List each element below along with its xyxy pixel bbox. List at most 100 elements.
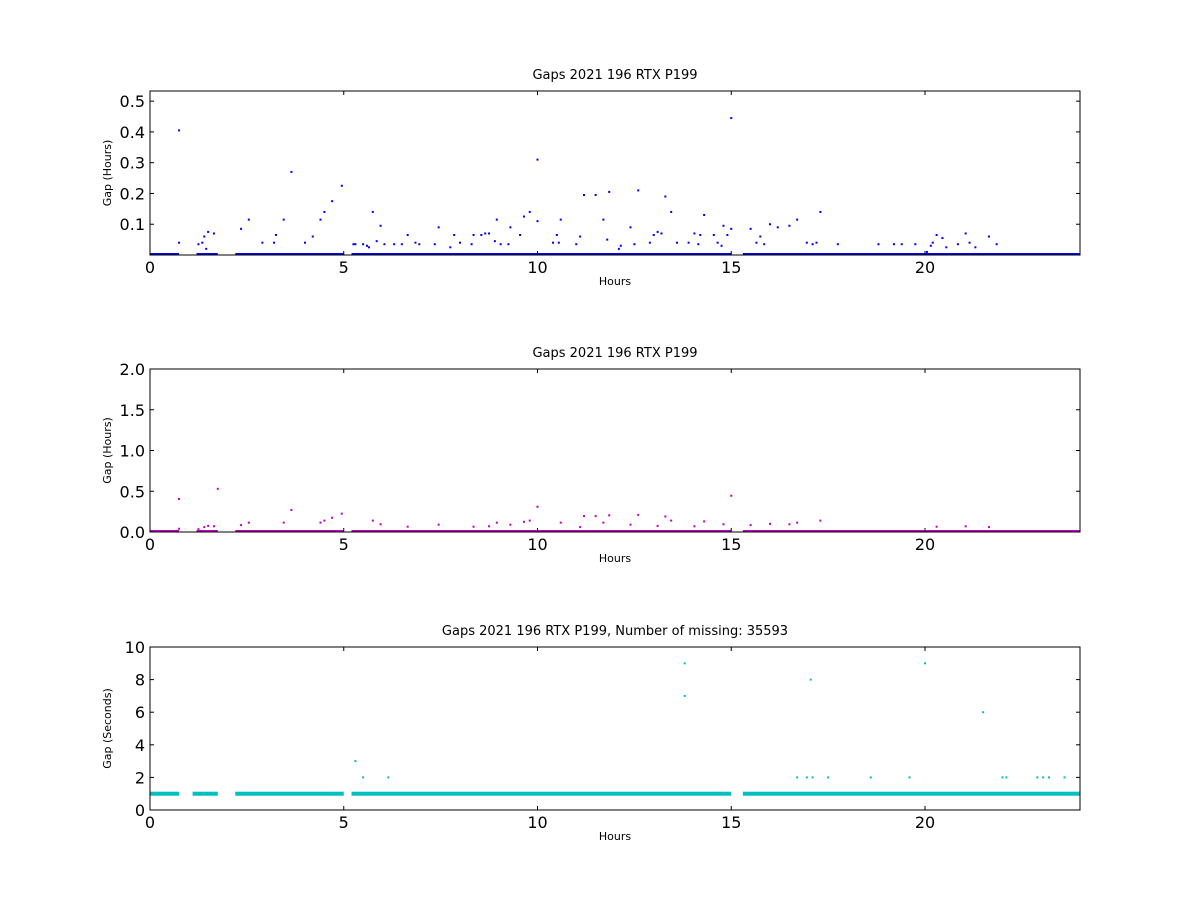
data-point (660, 232, 663, 235)
data-point (472, 525, 475, 528)
data-point (375, 240, 378, 243)
data-point (178, 527, 181, 530)
data-point (536, 220, 539, 223)
data-point (453, 234, 456, 236)
y-tick-label: 2 (135, 768, 145, 787)
data-point (925, 250, 928, 253)
data-point (670, 519, 673, 522)
data-point (703, 520, 706, 523)
data-point (956, 243, 959, 246)
data-point (1063, 776, 1066, 779)
data-point (720, 244, 723, 247)
data-point (836, 243, 839, 246)
data-point (433, 243, 436, 246)
data-point (987, 526, 990, 529)
data-point (495, 521, 498, 524)
data-point (608, 514, 611, 517)
data-point (522, 215, 525, 218)
data-point (664, 515, 667, 518)
data-point (528, 210, 531, 213)
x-tick-label: 10 (527, 535, 547, 554)
data-point (379, 523, 382, 526)
data-point (331, 200, 334, 203)
y-tick-label: 0.3 (120, 154, 145, 173)
data-point (964, 525, 967, 528)
baseline-band-segment (235, 791, 344, 796)
data-point (805, 241, 808, 244)
data-point (509, 226, 512, 229)
data-point (528, 519, 531, 522)
data-point (579, 235, 582, 238)
data-point (387, 776, 390, 779)
data-point (749, 524, 752, 527)
data-point (207, 230, 210, 233)
y-tick-label: 10 (125, 638, 145, 657)
data-points (150, 662, 1080, 796)
baseline-band-segment (351, 253, 732, 255)
data-point (240, 227, 243, 230)
data-point (201, 241, 204, 244)
data-point (484, 232, 487, 235)
data-point (815, 241, 818, 244)
data-point (371, 210, 374, 213)
x-tick-label: 0 (145, 258, 155, 277)
data-point (796, 776, 799, 779)
baseline-band-segment (235, 530, 344, 532)
data-point (449, 246, 452, 249)
data-point (1048, 776, 1050, 779)
data-point (480, 234, 483, 236)
data-point (974, 246, 977, 249)
data-point (557, 241, 560, 244)
x-tick-label: 5 (339, 813, 349, 832)
data-point (805, 776, 808, 779)
x-axis-label: Hours (599, 552, 631, 565)
data-point (488, 525, 491, 528)
data-point (488, 232, 491, 235)
x-tick-label: 15 (721, 535, 741, 554)
data-point (693, 232, 696, 235)
data-point (367, 246, 370, 249)
data-point (670, 210, 673, 213)
data-point (247, 521, 250, 524)
data-point (383, 243, 386, 246)
data-point (290, 170, 293, 173)
data-point (629, 523, 632, 526)
data-point (929, 244, 932, 247)
y-axis-label: Gap (Hours) (101, 140, 114, 207)
data-point (178, 497, 181, 500)
data-point (730, 227, 733, 230)
data-point (656, 230, 659, 233)
data-point (796, 521, 799, 524)
data-point (282, 218, 285, 221)
data-point (893, 243, 895, 246)
chart-panel-1: 0 5 10 15 20 0.1 0.2 0.3 0.4 0.5 Gaps 2021 196 RTX… (101, 68, 1081, 288)
data-point (493, 240, 496, 243)
x-tick-label: 20 (915, 813, 935, 832)
data-point (608, 190, 611, 193)
chart-title: Gaps 2021 196 RTX P199 (532, 68, 697, 83)
data-point (552, 241, 554, 244)
data-point (687, 241, 690, 244)
y-axis-label: Gap (Hours) (101, 417, 114, 484)
x-tick-label: 5 (339, 258, 349, 277)
data-point (1005, 776, 1008, 779)
data-point (197, 528, 200, 531)
data-point (716, 241, 719, 244)
y-tick-label: 8 (135, 671, 145, 690)
data-point (203, 235, 206, 238)
data-point (931, 241, 934, 244)
data-point (290, 508, 293, 511)
data-point (319, 218, 322, 221)
data-point (212, 232, 215, 235)
data-point (652, 234, 655, 236)
baseline-band-segment (742, 530, 1080, 532)
data-point (676, 241, 678, 244)
data-point (178, 241, 181, 244)
x-tick-label: 0 (145, 813, 155, 832)
data-point (203, 526, 206, 529)
data-point (900, 243, 903, 246)
data-point (354, 760, 357, 763)
data-point (366, 244, 368, 247)
baseline-band-segment (196, 253, 218, 255)
baseline-band-segment (192, 791, 218, 796)
